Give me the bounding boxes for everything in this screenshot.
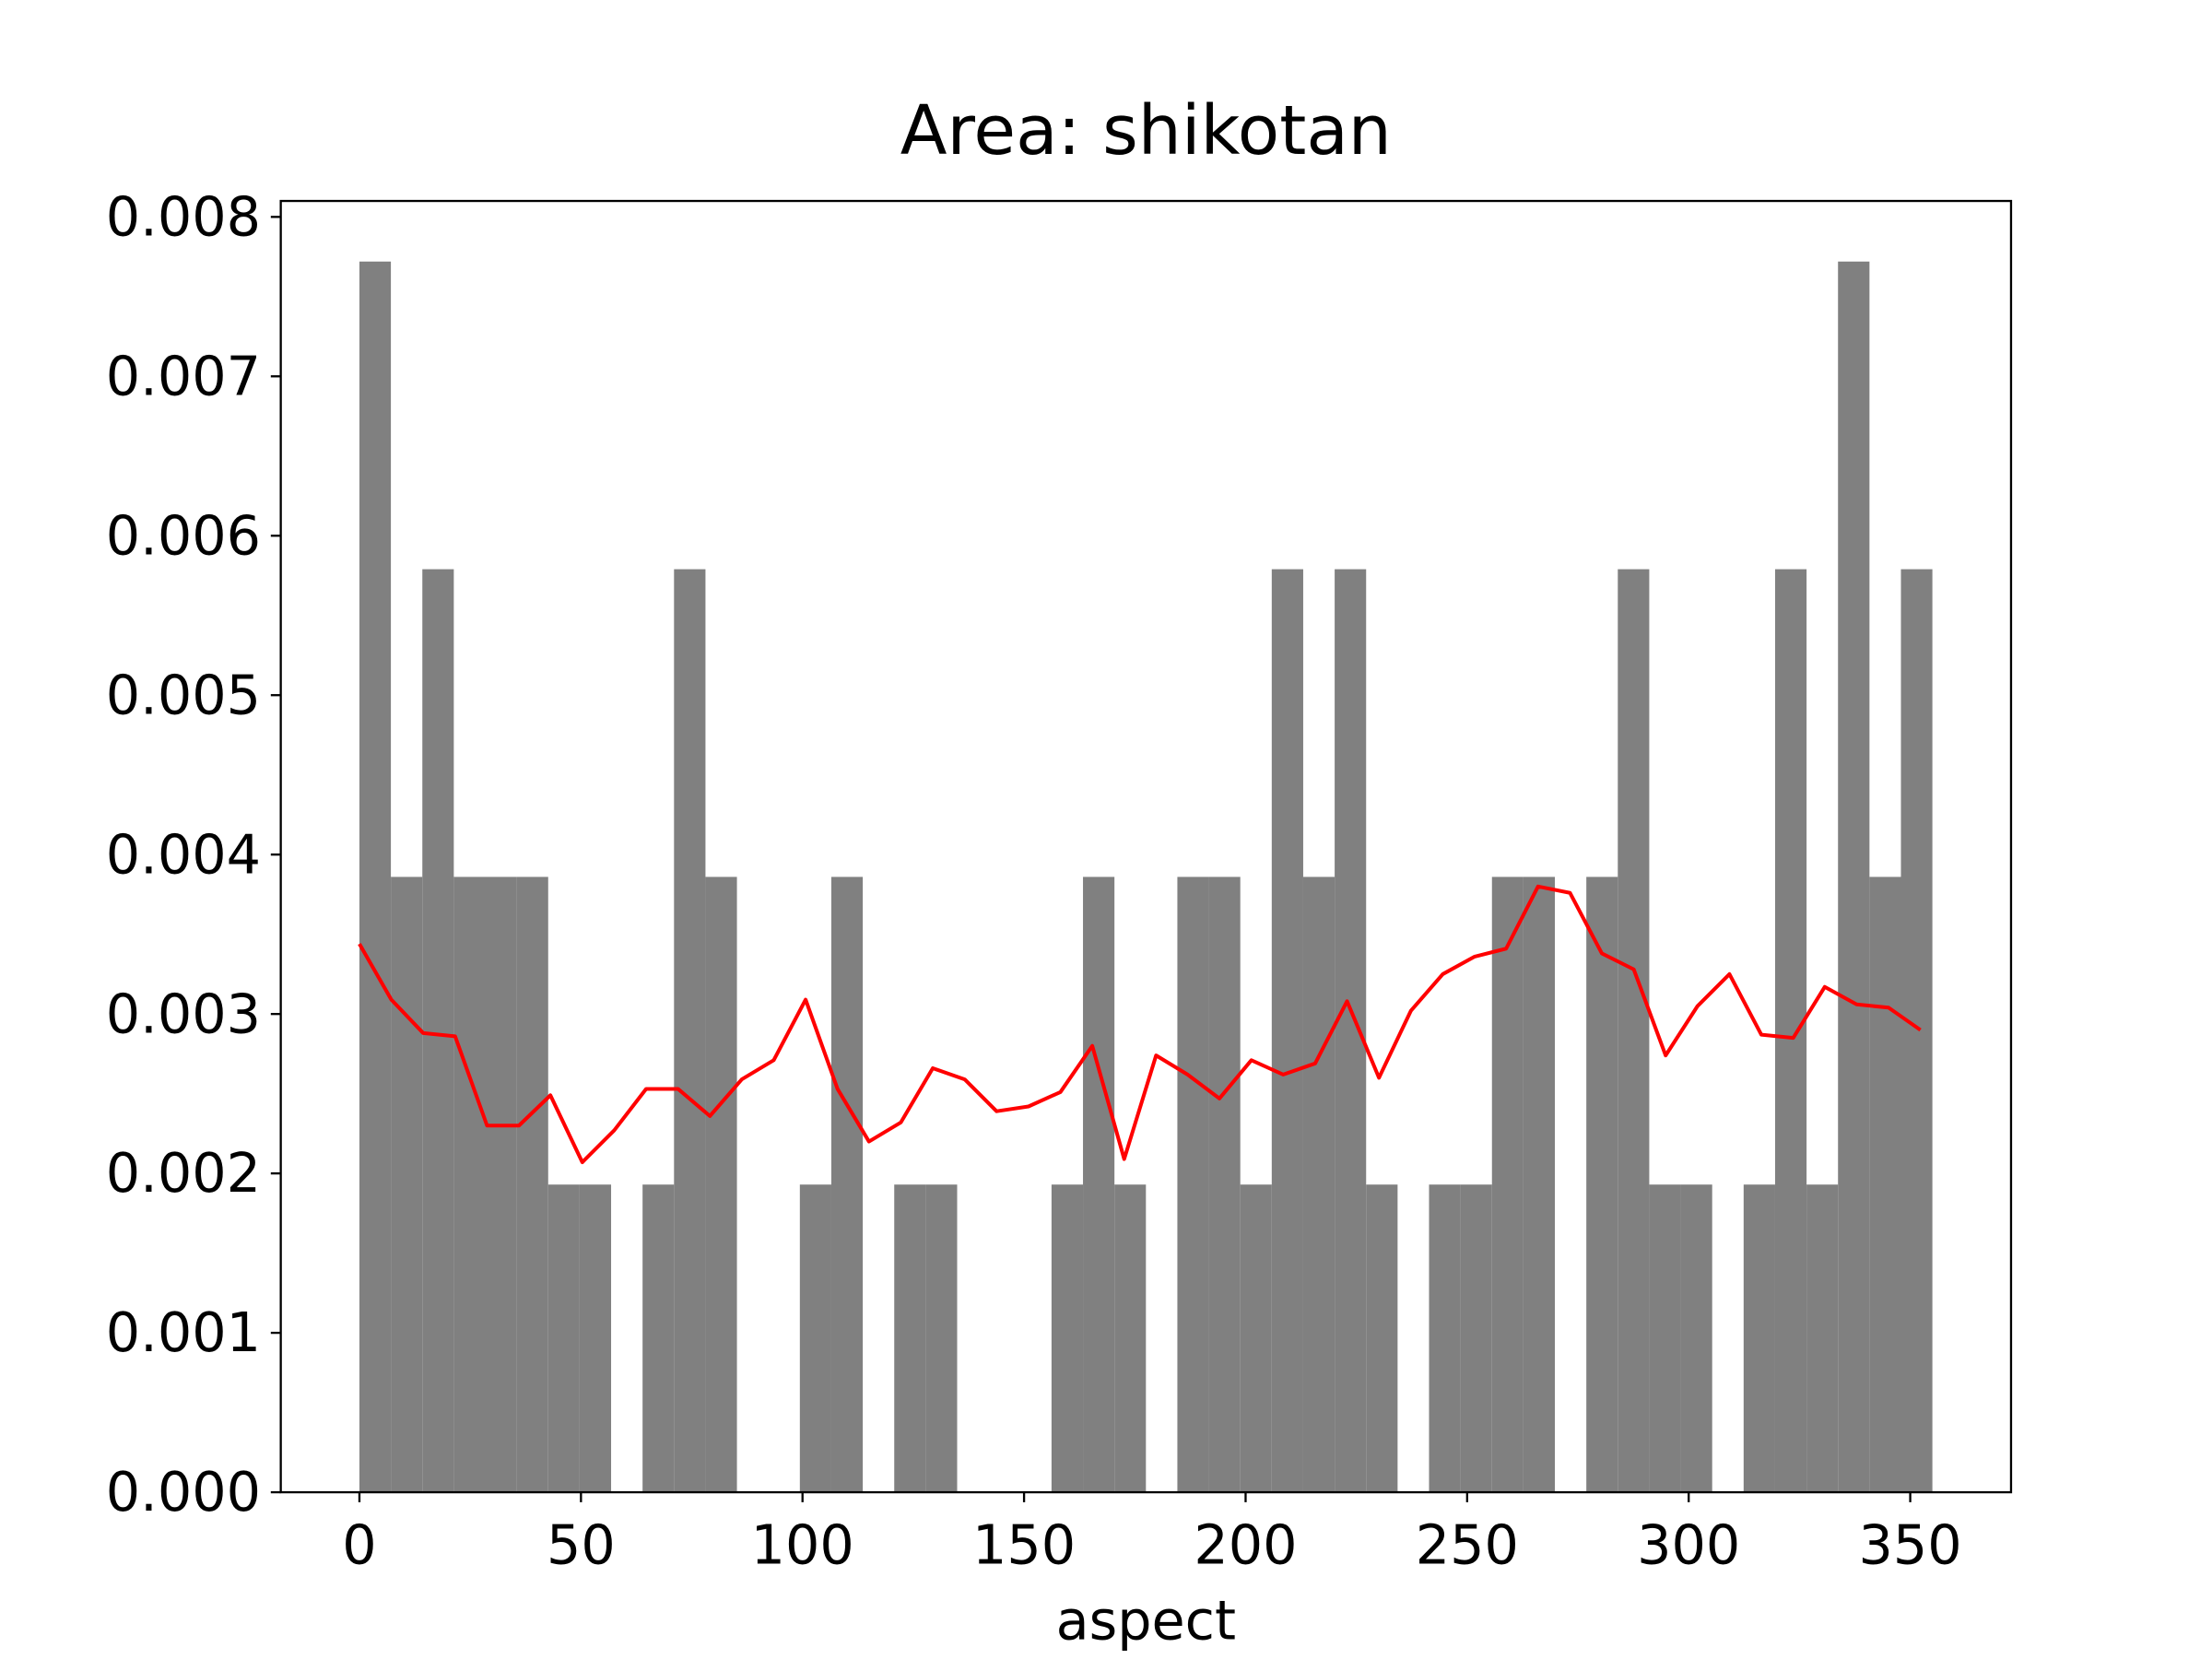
y-tick-label: 0.000 — [106, 1460, 261, 1524]
bar — [1523, 877, 1556, 1493]
y-tick-label: 0.006 — [106, 503, 261, 567]
bar — [1491, 877, 1524, 1493]
y-tick-label: 0.003 — [106, 982, 261, 1045]
bar — [674, 569, 706, 1493]
y-tick-label: 0.001 — [106, 1300, 261, 1364]
x-tick-label: 150 — [972, 1512, 1076, 1576]
x-tick-label: 250 — [1416, 1512, 1519, 1576]
bar — [1900, 569, 1933, 1493]
bar — [1208, 877, 1241, 1493]
bar — [1774, 569, 1807, 1493]
bar — [579, 1184, 612, 1493]
y-tick-label: 0.002 — [106, 1141, 261, 1205]
y-tick-label: 0.005 — [106, 663, 261, 726]
bar — [830, 877, 864, 1493]
bar — [1460, 1184, 1492, 1493]
bar — [1806, 1184, 1839, 1493]
bar — [1838, 261, 1870, 1493]
bar — [391, 877, 423, 1493]
bar — [799, 1184, 831, 1493]
bar — [547, 1184, 580, 1493]
bar — [1177, 877, 1209, 1493]
bar — [1429, 1184, 1461, 1493]
bar — [1302, 877, 1335, 1493]
bar — [1743, 1184, 1775, 1493]
density-line — [358, 884, 1922, 1165]
bar — [1618, 569, 1650, 1493]
y-tick-label: 0.007 — [106, 344, 261, 407]
bar — [1649, 1184, 1681, 1493]
bar — [1869, 877, 1901, 1493]
bar — [1083, 877, 1115, 1493]
x-tick-label: 100 — [751, 1512, 854, 1576]
bar — [1586, 877, 1618, 1493]
bar — [1240, 1184, 1272, 1493]
x-tick-label: 0 — [342, 1512, 376, 1576]
bar — [1271, 569, 1303, 1493]
chart-title: Area: shikotan — [900, 90, 1392, 171]
bar — [1051, 1184, 1084, 1493]
bar — [359, 261, 392, 1493]
bar — [925, 1184, 958, 1493]
x-tick-label: 50 — [547, 1512, 616, 1576]
bar — [453, 877, 486, 1493]
bar — [642, 1184, 675, 1493]
x-axis-label: aspect — [1056, 1588, 1236, 1652]
bar — [1114, 1184, 1147, 1493]
bar — [705, 877, 737, 1493]
x-tick-label: 300 — [1637, 1512, 1740, 1576]
y-tick-label: 0.004 — [106, 822, 261, 886]
x-tick-label: 350 — [1859, 1512, 1962, 1576]
axes-frame — [279, 199, 2013, 1494]
y-tick-label: 0.008 — [106, 184, 261, 248]
bar — [422, 569, 454, 1493]
bar — [1680, 1184, 1712, 1493]
bar — [1335, 569, 1367, 1493]
bar — [516, 877, 548, 1493]
bar — [894, 1184, 926, 1493]
bar — [1366, 1184, 1398, 1493]
x-tick-label: 200 — [1194, 1512, 1297, 1576]
plot-area: 0.000 0.001 0.002 0.003 0.004 0.005 0.006 0.007… — [106, 184, 2013, 1576]
bar — [485, 877, 517, 1493]
